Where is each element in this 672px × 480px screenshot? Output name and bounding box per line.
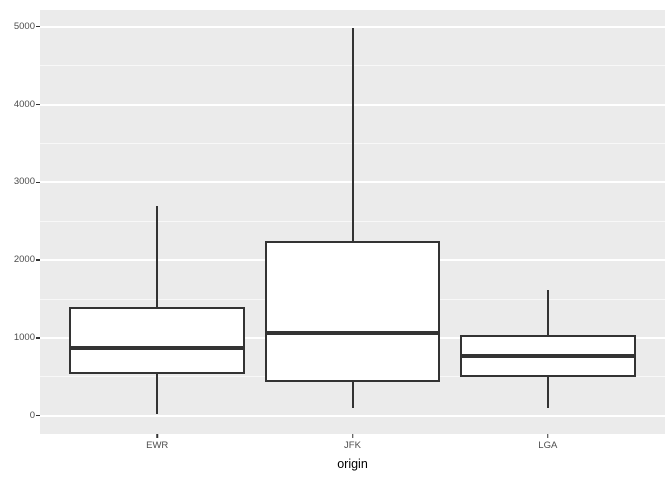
boxplot-lga-upper-whisker bbox=[546, 289, 549, 336]
x-axis-title: origin bbox=[337, 457, 368, 471]
x-tick-label-lga: LGA bbox=[538, 440, 558, 451]
y-tick-mark bbox=[36, 337, 40, 339]
boxplot-jfk-upper-whisker bbox=[351, 28, 354, 241]
boxplot-ewr-median bbox=[69, 345, 246, 350]
boxplot-lga-lower-whisker bbox=[546, 376, 549, 409]
x-tick-mark bbox=[547, 434, 549, 438]
x-tick-label-jfk: JFK bbox=[344, 440, 361, 451]
y-tick-mark bbox=[36, 25, 40, 28]
y-tick-label: 1000 bbox=[13, 331, 35, 343]
y-tick-mark bbox=[36, 181, 40, 184]
gridline-major bbox=[40, 25, 665, 28]
y-tick-mark bbox=[36, 259, 40, 261]
boxplot-ewr-upper-whisker bbox=[156, 206, 159, 307]
boxplot-lga-median bbox=[459, 354, 636, 359]
x-tick-label-ewr: EWR bbox=[146, 440, 169, 451]
boxplot-jfk-lower-whisker bbox=[351, 382, 354, 409]
boxplot-ewr-lower-whisker bbox=[156, 374, 159, 415]
boxplot-jfk-box bbox=[264, 240, 441, 383]
y-tick-label: 2000 bbox=[13, 254, 35, 266]
y-tick-mark bbox=[36, 103, 40, 106]
x-tick-mark bbox=[351, 434, 354, 438]
y-tick-label: 4000 bbox=[13, 98, 35, 110]
y-tick-label: 0 bbox=[29, 409, 35, 421]
x-tick-mark bbox=[156, 434, 158, 438]
boxplot-ewr-box bbox=[69, 306, 246, 375]
y-tick-label: 3000 bbox=[13, 176, 35, 188]
y-tick-mark bbox=[36, 414, 40, 417]
boxplot-jfk-median bbox=[264, 330, 441, 335]
gridline-major bbox=[40, 414, 665, 417]
y-tick-label: 5000 bbox=[13, 20, 35, 32]
